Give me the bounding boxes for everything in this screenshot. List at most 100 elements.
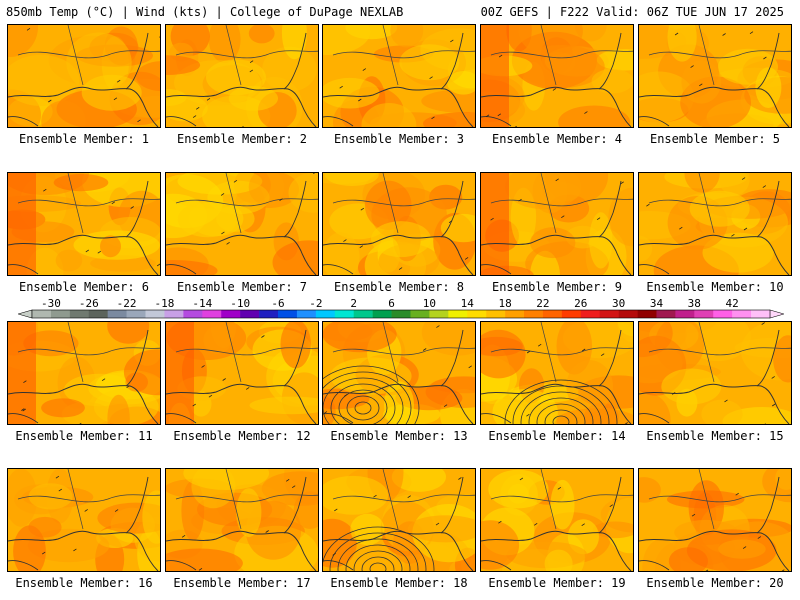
ensemble-member-label: Ensemble Member: 10 bbox=[646, 280, 784, 294]
ensemble-member-map bbox=[638, 24, 792, 128]
colorbar-tick-label: 2 bbox=[350, 297, 357, 310]
ensemble-member-map bbox=[7, 24, 161, 128]
colorbar-swatch bbox=[296, 310, 317, 318]
colorbar-swatch bbox=[353, 310, 373, 318]
ensemble-member-label: Ensemble Member: 5 bbox=[649, 132, 781, 146]
ensemble-member-map bbox=[638, 321, 792, 425]
colorbar-swatch bbox=[240, 310, 260, 318]
colorbar-tick-label: 14 bbox=[461, 297, 475, 310]
colorbar-swatch bbox=[164, 310, 184, 318]
colorbar-tick-label: -30 bbox=[41, 297, 61, 310]
ensemble-member-label: Ensemble Member: 12 bbox=[173, 429, 311, 443]
ensemble-member-map bbox=[322, 468, 476, 572]
colorbar-swatch bbox=[656, 310, 676, 318]
ensemble-member-label: Ensemble Member: 17 bbox=[173, 576, 311, 590]
colorbar-swatch bbox=[637, 310, 657, 318]
colorbar-tick-label: 18 bbox=[498, 297, 511, 310]
colorbar-swatch bbox=[88, 310, 108, 318]
ensemble-member-map bbox=[322, 24, 476, 128]
colorbar-swatch bbox=[505, 310, 525, 318]
colorbar-swatch bbox=[561, 310, 582, 318]
colorbar-swatch bbox=[221, 310, 241, 318]
colorbar-swatch bbox=[542, 310, 563, 318]
colorbar-tick-label: 6 bbox=[388, 297, 395, 310]
ensemble-member-label: Ensemble Member: 6 bbox=[18, 280, 150, 294]
colorbar-swatch bbox=[50, 310, 71, 318]
colorbar-swatch bbox=[32, 310, 52, 318]
colorbar-swatch bbox=[391, 310, 411, 318]
ensemble-member-label: Ensemble Member: 15 bbox=[646, 429, 784, 443]
colorbar-swatch bbox=[278, 310, 298, 318]
colorbar-tick-label: -10 bbox=[230, 297, 250, 310]
colorbar-swatch bbox=[599, 310, 619, 318]
colorbar-tick-label: 38 bbox=[688, 297, 701, 310]
ensemble-member-map bbox=[165, 321, 319, 425]
colorbar-swatch bbox=[751, 310, 771, 318]
ensemble-member-map bbox=[165, 172, 319, 276]
ensemble-member-map bbox=[322, 321, 476, 425]
colorbar-swatch bbox=[183, 310, 203, 318]
ensemble-member-label: Ensemble Member: 8 bbox=[333, 280, 465, 294]
colorbar-tick-label: -18 bbox=[155, 297, 175, 310]
ensemble-member-map bbox=[7, 321, 161, 425]
colorbar-tick-label: 26 bbox=[574, 297, 587, 310]
ensemble-member-label: Ensemble Member: 18 bbox=[330, 576, 468, 590]
colorbar-tick-label: 22 bbox=[536, 297, 549, 310]
ensemble-member-map bbox=[165, 24, 319, 128]
ensemble-member-label: Ensemble Member: 4 bbox=[491, 132, 623, 146]
colorbar-tick-label: 10 bbox=[423, 297, 436, 310]
colorbar-min-arrow bbox=[18, 309, 33, 319]
colorbar-swatch bbox=[675, 310, 695, 318]
ensemble-member-label: Ensemble Member: 20 bbox=[646, 576, 784, 590]
ensemble-member-map bbox=[165, 468, 319, 572]
ensemble-member-map bbox=[638, 172, 792, 276]
ensemble-member-map bbox=[480, 172, 634, 276]
temperature-colorbar: -30 -26 -22 -18 -14 -10 -6 -2 2 6 10 14 18 22 26 30 34 38… bbox=[18, 297, 784, 319]
colorbar-swatch bbox=[429, 310, 449, 318]
colorbar-max-arrow bbox=[769, 309, 784, 319]
ensemble-member-label: Ensemble Member: 19 bbox=[488, 576, 626, 590]
ensemble-member-map bbox=[322, 172, 476, 276]
colorbar-swatch bbox=[448, 310, 468, 318]
colorbar-tick-label: -14 bbox=[192, 297, 212, 310]
run-valid-time: 00Z GEFS | F222 Valid: 06Z TUE JUN 17 20… bbox=[480, 5, 784, 19]
colorbar-swatch bbox=[732, 310, 752, 318]
ensemble-member-label: Ensemble Member: 14 bbox=[488, 429, 626, 443]
colorbar-swatch bbox=[315, 310, 336, 318]
ensemble-member-label: Ensemble Member: 3 bbox=[333, 132, 465, 146]
colorbar-swatch bbox=[334, 310, 354, 318]
ensemble-member-label: Ensemble Member: 2 bbox=[176, 132, 308, 146]
colorbar-tick-label: -22 bbox=[117, 297, 137, 310]
ensemble-member-label: Ensemble Member: 1 bbox=[18, 132, 150, 146]
colorbar-tick-label: -2 bbox=[309, 297, 322, 310]
colorbar-swatch bbox=[694, 310, 714, 318]
colorbar-swatch bbox=[126, 310, 146, 318]
colorbar-swatch bbox=[467, 310, 487, 318]
colorbar-swatch bbox=[259, 310, 279, 318]
ensemble-member-label: Ensemble Member: 11 bbox=[15, 429, 153, 443]
colorbar-swatch bbox=[69, 310, 90, 318]
ensemble-member-map bbox=[480, 468, 634, 572]
ensemble-member-label: Ensemble Member: 16 bbox=[15, 576, 153, 590]
colorbar-swatch bbox=[713, 310, 733, 318]
colorbar-tick-label: 42 bbox=[726, 297, 739, 310]
ensemble-member-map bbox=[7, 468, 161, 572]
ensemble-member-map bbox=[7, 172, 161, 276]
colorbar-tick-label: -6 bbox=[271, 297, 284, 310]
colorbar-tick-label: -26 bbox=[79, 297, 99, 310]
colorbar-tick-label: 30 bbox=[612, 297, 625, 310]
colorbar-tick-label: 34 bbox=[650, 297, 664, 310]
colorbar-swatch bbox=[580, 310, 600, 318]
ensemble-member-map bbox=[480, 24, 634, 128]
colorbar-swatch bbox=[107, 310, 127, 318]
colorbar-swatch bbox=[145, 310, 165, 318]
ensemble-member-label: Ensemble Member: 13 bbox=[330, 429, 468, 443]
map-title: 850mb Temp (°C) | Wind (kts) | College o… bbox=[6, 5, 404, 19]
ensemble-member-label: Ensemble Member: 7 bbox=[176, 280, 308, 294]
ensemble-member-map bbox=[480, 321, 634, 425]
colorbar-swatch bbox=[524, 310, 544, 318]
ensemble-member-map bbox=[638, 468, 792, 572]
colorbar-outline bbox=[31, 309, 771, 319]
colorbar-swatch bbox=[618, 310, 638, 318]
colorbar-swatch bbox=[202, 310, 222, 318]
